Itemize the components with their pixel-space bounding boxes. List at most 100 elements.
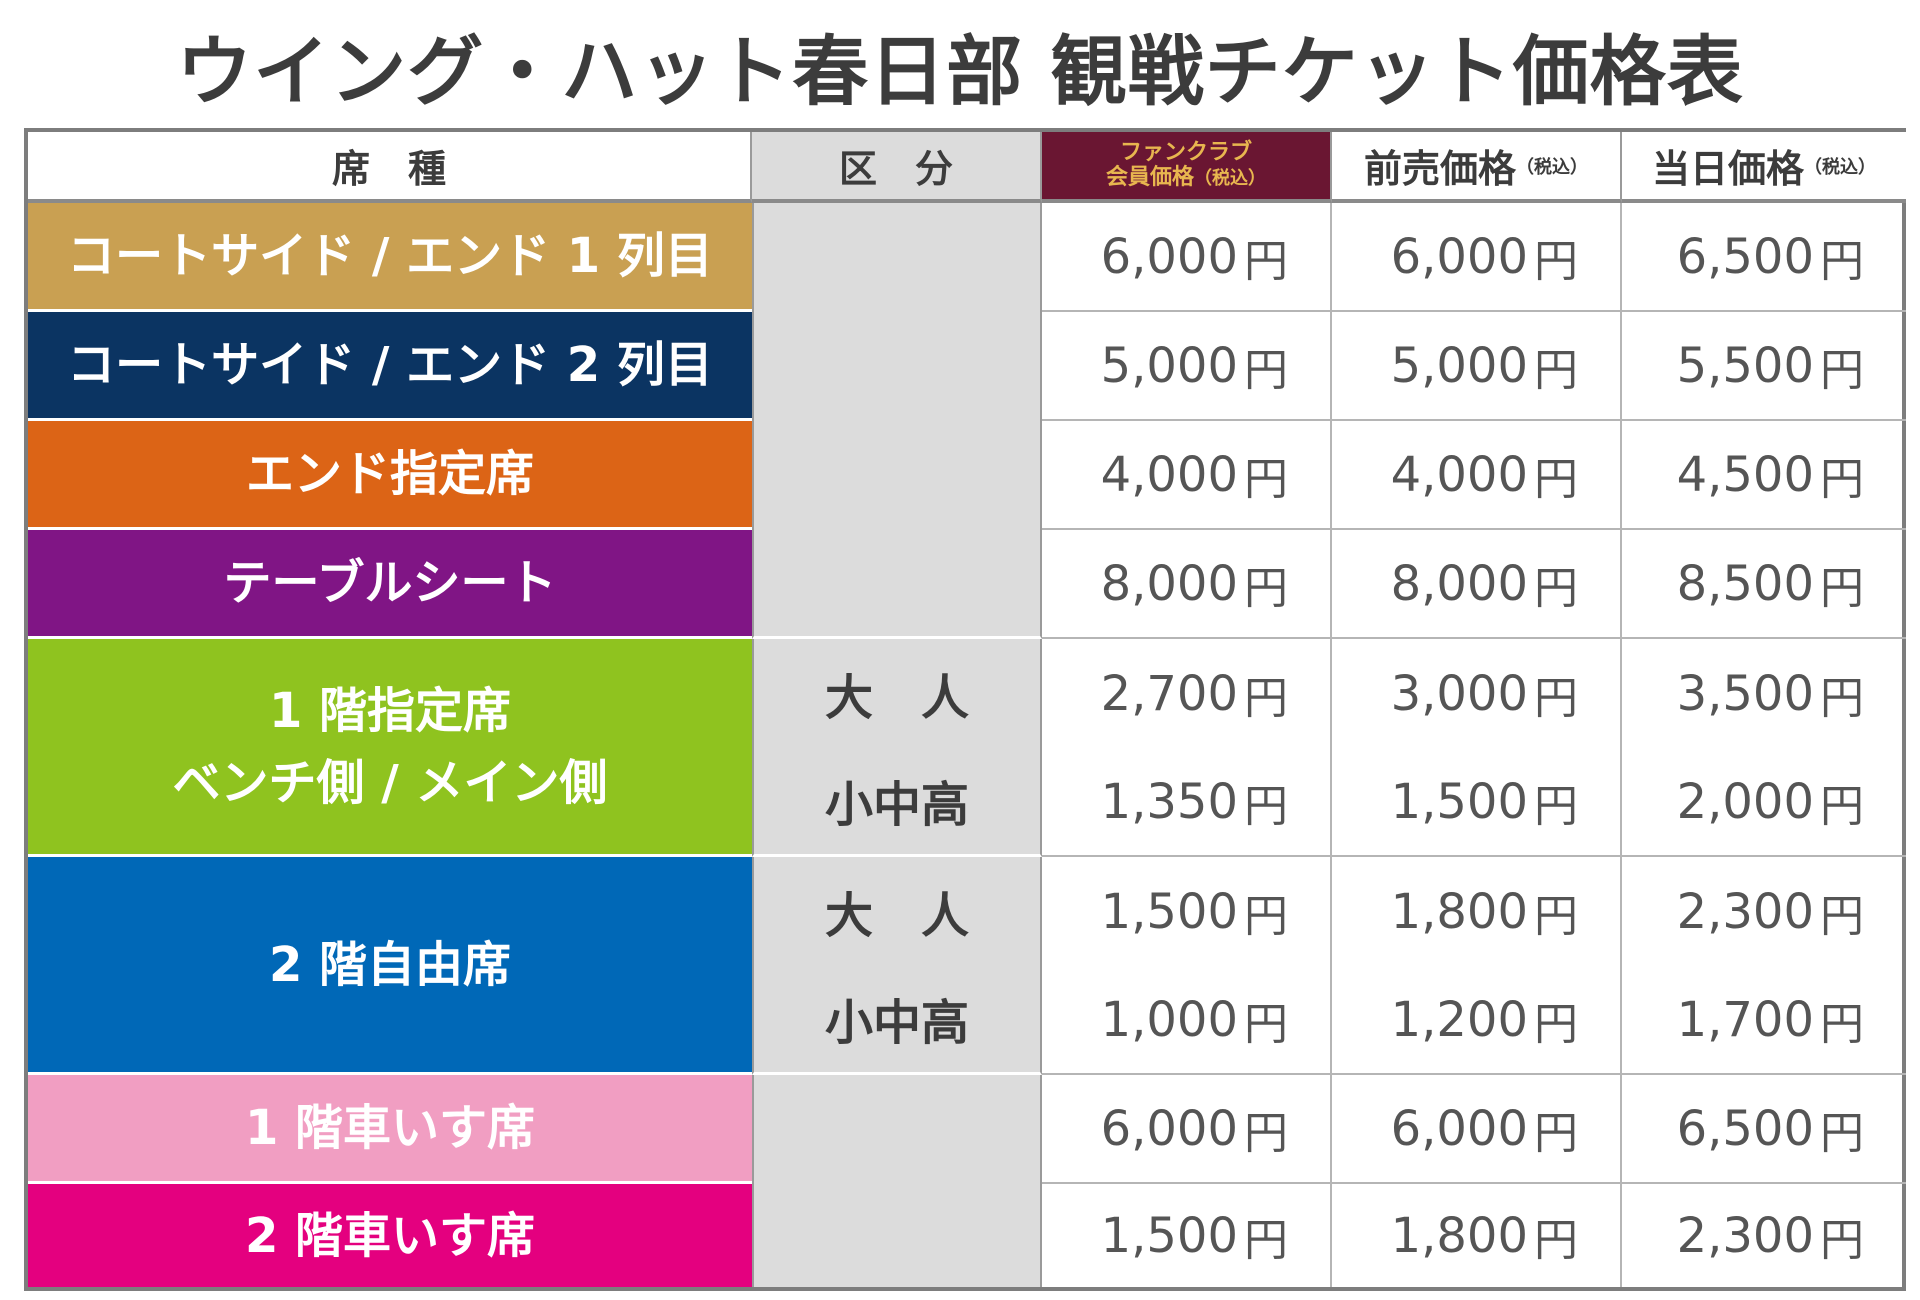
price-advance: 1,200 円 <box>1332 966 1622 1075</box>
price-value: 8,000 <box>1390 555 1528 612</box>
price-value: 6,000 <box>1100 228 1238 285</box>
currency-unit: 円 <box>1820 890 1864 942</box>
category-2f-free: 大 人 小中高 <box>752 857 1042 1075</box>
currency-unit: 円 <box>1534 235 1578 287</box>
header-sameday-price: 当日価格 （税込） <box>1622 132 1906 203</box>
price-fanclub: 2,700 円 <box>1042 639 1332 748</box>
currency-unit: 円 <box>1534 1214 1578 1266</box>
category-adult: 大 人 <box>824 669 969 726</box>
price-value: 4,500 <box>1676 446 1814 503</box>
price-value: 3,500 <box>1676 665 1814 722</box>
currency-unit: 円 <box>1244 1214 1288 1266</box>
price-advance: 4,000 円 <box>1332 421 1622 530</box>
header-category: 区 分 <box>752 132 1042 203</box>
currency-unit: 円 <box>1820 672 1864 724</box>
price-value: 5,000 <box>1390 337 1528 394</box>
price-fanclub: 5,000 円 <box>1042 312 1332 421</box>
seat-courtside-row1: コートサイド / エンド 1 列目 <box>28 203 752 312</box>
category-1f-reserved: 大 人 小中高 <box>752 639 1042 857</box>
price-value: 6,000 <box>1100 1100 1238 1157</box>
price-sameday: 1,700 円 <box>1622 966 1906 1075</box>
price-sameday: 3,500 円 <box>1622 639 1906 748</box>
page-title: ウイング・ハット春日部 観戦チケット価格表 <box>176 27 1744 116</box>
price-fanclub: 1,000 円 <box>1042 966 1332 1075</box>
currency-unit: 円 <box>1820 453 1864 505</box>
category-student: 小中高 <box>824 995 969 1052</box>
price-value: 6,000 <box>1390 1100 1528 1157</box>
price-advance: 1,800 円 <box>1332 1184 1622 1287</box>
header-advance-price: 前売価格 （税込） <box>1332 132 1622 203</box>
price-fanclub: 1,500 円 <box>1042 1184 1332 1287</box>
price-value: 1,500 <box>1390 773 1528 830</box>
price-value: 2,300 <box>1676 1207 1814 1264</box>
price-value: 6,000 <box>1390 228 1528 285</box>
price-value: 1,000 <box>1100 991 1238 1048</box>
price-value: 1,500 <box>1100 883 1238 940</box>
price-fanclub: 1,350 円 <box>1042 748 1332 857</box>
price-advance: 1,800 円 <box>1332 857 1622 966</box>
currency-unit: 円 <box>1244 562 1288 614</box>
price-fanclub: 1,500 円 <box>1042 857 1332 966</box>
currency-unit: 円 <box>1244 1107 1288 1159</box>
currency-unit: 円 <box>1244 672 1288 724</box>
currency-unit: 円 <box>1820 235 1864 287</box>
price-advance: 8,000 円 <box>1332 530 1622 639</box>
header-fanclub-price: ファンクラブ 会員価格（税込） <box>1042 132 1332 203</box>
price-value: 5,500 <box>1676 337 1814 394</box>
category-blank-bottom <box>752 1075 1042 1287</box>
currency-unit: 円 <box>1820 780 1864 832</box>
currency-unit: 円 <box>1244 890 1288 942</box>
price-sameday: 5,500 円 <box>1622 312 1906 421</box>
seat-courtside-row2: コートサイド / エンド 2 列目 <box>28 312 752 421</box>
price-advance: 1,500 円 <box>1332 748 1622 857</box>
currency-unit: 円 <box>1244 998 1288 1050</box>
price-value: 1,350 <box>1100 773 1238 830</box>
price-table: 席 種 区 分 ファンクラブ 会員価格（税込） 前売価格 （税込） 当日価格 （税込… <box>24 128 1906 1291</box>
price-value: 2,300 <box>1676 883 1814 940</box>
currency-unit: 円 <box>1244 780 1288 832</box>
price-sameday: 8,500 円 <box>1622 530 1906 639</box>
price-value: 8,000 <box>1100 555 1238 612</box>
price-value: 3,000 <box>1390 665 1528 722</box>
seat-2f-free: 2 階自由席 <box>28 857 752 1075</box>
price-sameday: 2,300 円 <box>1622 857 1906 966</box>
currency-unit: 円 <box>1244 344 1288 396</box>
price-value: 1,500 <box>1100 1207 1238 1264</box>
currency-unit: 円 <box>1534 453 1578 505</box>
seat-1f-reserved: 1 階指定席 ベンチ側 / メイン側 <box>28 639 752 857</box>
currency-unit: 円 <box>1820 1107 1864 1159</box>
category-student: 小中高 <box>824 777 969 834</box>
currency-unit: 円 <box>1820 344 1864 396</box>
currency-unit: 円 <box>1534 562 1578 614</box>
price-sameday: 6,500 円 <box>1622 1075 1906 1184</box>
price-value: 1,700 <box>1676 991 1814 1048</box>
currency-unit: 円 <box>1244 453 1288 505</box>
seat-table-seat: テーブルシート <box>28 530 752 639</box>
price-value: 1,800 <box>1390 883 1528 940</box>
header-fanclub-line2: 会員価格（税込） <box>1105 164 1266 190</box>
price-sameday: 4,500 円 <box>1622 421 1906 530</box>
price-value: 8,500 <box>1676 555 1814 612</box>
price-value: 4,000 <box>1390 446 1528 503</box>
price-fanclub: 8,000 円 <box>1042 530 1332 639</box>
price-value: 1,200 <box>1390 991 1528 1048</box>
price-value: 4,000 <box>1100 446 1238 503</box>
price-fanclub: 4,000 円 <box>1042 421 1332 530</box>
seat-1f-reserved-line1: 1 階指定席 <box>268 682 512 739</box>
price-sameday: 6,500 円 <box>1622 203 1906 312</box>
currency-unit: 円 <box>1534 1107 1578 1159</box>
currency-unit: 円 <box>1534 998 1578 1050</box>
currency-unit: 円 <box>1534 890 1578 942</box>
currency-unit: 円 <box>1534 672 1578 724</box>
price-advance: 6,000 円 <box>1332 1075 1622 1184</box>
header-fanclub-line1: ファンクラブ <box>1119 139 1252 165</box>
price-value: 2,700 <box>1100 665 1238 722</box>
currency-unit: 円 <box>1820 998 1864 1050</box>
seat-1f-wheelchair: 1 階車いす席 <box>28 1075 752 1184</box>
seat-2f-wheelchair: 2 階車いす席 <box>28 1184 752 1287</box>
seat-end-reserved: エンド指定席 <box>28 421 752 530</box>
price-value: 6,500 <box>1676 1100 1814 1157</box>
seat-1f-reserved-line2: ベンチ側 / メイン側 <box>172 754 608 811</box>
price-fanclub: 6,000 円 <box>1042 1075 1332 1184</box>
category-blank-top <box>752 203 1042 639</box>
